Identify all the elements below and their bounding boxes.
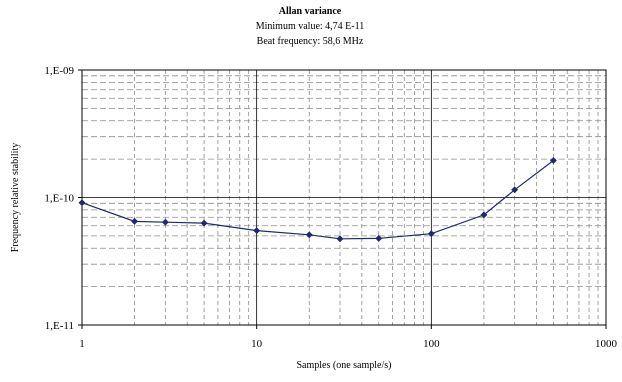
- grid-layer: [81, 69, 607, 326]
- data-point-marker: [78, 199, 86, 207]
- series-layer: [78, 156, 557, 243]
- x-tick-label: 1000: [595, 338, 618, 350]
- x-tick-label: 1: [79, 338, 85, 350]
- data-point-marker: [305, 231, 313, 239]
- tick-layer: 1 10 100 1000 1,E-09 1,E-10 1,E-11: [44, 65, 617, 350]
- chart-title: Allan variance: [279, 6, 342, 17]
- series-line: [81, 160, 554, 240]
- x-tick-label: 100: [423, 338, 440, 350]
- chart-subtitle-beat-frequency: Beat frequency: 58,6 MHz: [257, 36, 364, 47]
- x-tick-label: 10: [251, 338, 263, 350]
- chart-subtitle-minimum: Minimum value: 4,74 E-11: [256, 21, 365, 32]
- data-point-marker: [375, 234, 383, 242]
- y-tick-label: 1,E-11: [45, 320, 74, 332]
- x-axis-label: Samples (one sample/s): [297, 360, 392, 371]
- data-point-marker: [161, 218, 169, 226]
- data-point-marker: [200, 219, 208, 227]
- data-point-marker: [253, 227, 261, 235]
- data-point-marker: [549, 156, 557, 165]
- y-tick-label: 1,E-09: [44, 65, 74, 77]
- y-axis-label: Frequency relative stability: [10, 143, 21, 252]
- y-tick-label: 1,E-10: [44, 193, 74, 205]
- data-point-marker: [511, 186, 519, 194]
- data-point-marker: [336, 235, 344, 243]
- data-point-marker: [480, 211, 488, 219]
- data-point-marker: [131, 217, 139, 225]
- data-point-marker: [427, 230, 435, 238]
